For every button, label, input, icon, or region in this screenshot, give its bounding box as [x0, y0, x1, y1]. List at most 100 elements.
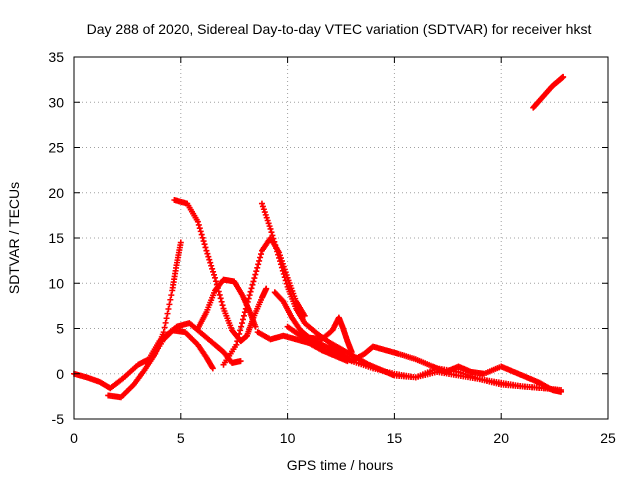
x-tick-label: 20: [493, 430, 509, 446]
data-point: [243, 302, 250, 309]
data-point: [252, 271, 259, 278]
x-tick-label: 10: [280, 430, 296, 446]
data-point: [252, 323, 259, 330]
data-point: [348, 349, 355, 356]
data-point: [558, 388, 565, 395]
y-axis-title: SDTVAR / TECUs: [6, 182, 22, 294]
data-point: [234, 338, 241, 345]
data-point: [283, 280, 290, 287]
data-point: [233, 341, 240, 348]
data-point: [240, 312, 247, 319]
data-point: [205, 253, 212, 260]
data-point: [161, 324, 168, 331]
data-point: [242, 305, 249, 312]
grid: [74, 57, 608, 419]
data-point: [207, 259, 214, 266]
data-point: [273, 245, 280, 252]
data-point: [165, 305, 172, 312]
data-point: [239, 316, 246, 323]
data-point: [263, 214, 270, 221]
data-point: [259, 203, 266, 210]
series-track-3: [171, 196, 270, 345]
axis-ticks: 0 5 10 15 20 25 -5 0 5 10 15 20 25 30 35: [48, 49, 616, 446]
y-tick-label: 15: [48, 230, 64, 246]
data-point: [276, 254, 283, 261]
data-point: [219, 302, 226, 309]
data-point: [271, 238, 278, 245]
data-point: [217, 295, 224, 302]
data-point: [277, 258, 284, 265]
data-point: [162, 319, 169, 326]
data-point: [560, 73, 567, 80]
y-tick-label: -5: [52, 411, 65, 427]
series-track-1: [71, 327, 216, 392]
data-point: [198, 231, 205, 238]
data-point: [253, 268, 260, 275]
data-point: [261, 209, 268, 216]
y-tick-label: 30: [48, 94, 64, 110]
data-point: [244, 298, 251, 305]
data-point: [264, 217, 271, 224]
series-track-11: [305, 338, 547, 392]
data-point: [258, 251, 265, 258]
data-point: [540, 385, 547, 392]
data-point: [262, 211, 269, 218]
data-point: [237, 327, 244, 334]
data-point: [279, 267, 286, 274]
data-point: [274, 248, 281, 255]
data-point: [258, 200, 265, 207]
x-tick-label: 15: [387, 430, 403, 446]
data-point: [266, 223, 273, 230]
data-point: [282, 277, 289, 284]
data-point: [237, 358, 244, 365]
x-tick-label: 5: [177, 430, 185, 446]
data-point: [211, 274, 218, 281]
data-point: [167, 296, 174, 303]
y-tick-label: 35: [48, 49, 64, 65]
data-point: [216, 291, 223, 298]
y-tick-label: 20: [48, 185, 64, 201]
data-point: [260, 206, 267, 213]
data-point: [250, 278, 257, 285]
y-tick-label: 10: [48, 275, 64, 291]
data-point: [255, 261, 262, 268]
data-point: [211, 271, 218, 278]
series-track-8: [258, 200, 565, 394]
data-point: [265, 220, 272, 227]
data-point: [201, 241, 208, 248]
series-track-4: [147, 320, 244, 366]
data-point: [206, 256, 213, 263]
series-track-5: [194, 276, 259, 332]
data-point: [196, 225, 203, 232]
data-point: [199, 234, 206, 241]
data-points: [71, 73, 567, 401]
series-track-2: [105, 239, 184, 401]
data-point: [163, 315, 170, 322]
data-point: [263, 285, 270, 292]
data-point: [251, 275, 258, 282]
data-point: [168, 292, 175, 299]
data-point: [218, 298, 225, 305]
data-point: [254, 264, 261, 271]
data-point: [247, 288, 254, 295]
data-point: [203, 247, 210, 254]
y-tick-label: 25: [48, 140, 64, 156]
data-point: [202, 244, 209, 251]
chart-title: Day 288 of 2020, Sidereal Day-to-day VTE…: [87, 21, 592, 37]
data-point: [209, 265, 216, 272]
data-point: [248, 285, 255, 292]
data-point: [275, 251, 282, 258]
data-point: [164, 310, 171, 317]
data-point: [160, 329, 167, 336]
data-point: [245, 295, 252, 302]
data-point: [256, 257, 263, 264]
data-point: [280, 270, 287, 277]
series-track-12: [530, 73, 567, 111]
x-axis-title: GPS time / hours: [287, 457, 394, 473]
data-point: [241, 309, 248, 316]
y-tick-label: 0: [56, 366, 64, 382]
data-point: [208, 262, 215, 269]
data-point: [268, 229, 275, 236]
data-point: [236, 330, 243, 337]
